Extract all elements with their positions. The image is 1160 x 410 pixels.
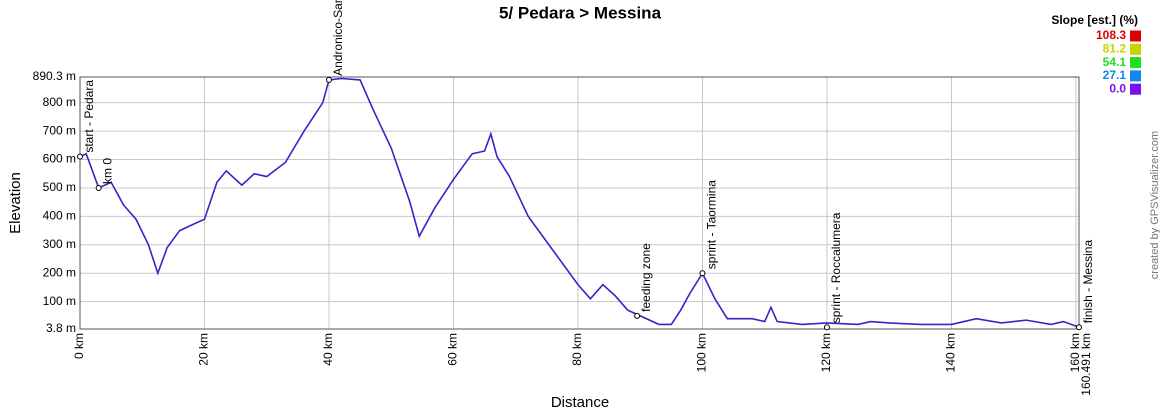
legend-swatch [1130, 30, 1141, 42]
x-tick-label: 100 km [695, 333, 709, 372]
x-tick-label: 160.491 km [1079, 333, 1093, 396]
y-tick-label: 300 m [43, 237, 76, 251]
legend-label: 108.3 [1096, 28, 1126, 42]
y-tick-label: 800 m [43, 95, 76, 109]
legend-swatch [1130, 57, 1141, 69]
x-tick-label: 160 km [1068, 333, 1082, 372]
waypoint [1076, 324, 1082, 331]
y-tick-label: 100 m [43, 294, 76, 308]
y-tick-label: 600 m [43, 152, 76, 166]
waypoint-label: finish - Messina [1081, 240, 1095, 324]
waypoint-label: Andronico-Sar [331, 0, 345, 76]
credit: created by GPSVisualizer.com [1149, 131, 1160, 279]
x-tick-label: 120 km [819, 333, 833, 372]
legend-label: 54.1 [1103, 55, 1127, 69]
x-tick-label: 60 km [446, 333, 460, 366]
legend-swatch [1130, 43, 1141, 55]
legend-label: 0.0 [1109, 81, 1126, 95]
y-tick-label: 700 m [43, 123, 76, 137]
waypoint-label: start - Pedara [82, 80, 96, 153]
waypoint-label: feeding zone [639, 243, 653, 312]
waypoint [95, 184, 102, 191]
y-tick-label: 500 m [43, 180, 76, 194]
y-axis-label: Elevation [7, 172, 24, 234]
waypoint [634, 312, 641, 319]
elevation-line [79, 77, 1080, 328]
legend-title: Slope [est.] (%) [1051, 13, 1138, 27]
x-tick-label: 80 km [570, 333, 584, 366]
y-tick-label: 3.8 m [46, 321, 76, 335]
x-tick-label: 40 km [321, 333, 335, 366]
legend-swatch [1130, 83, 1141, 95]
x-tick-label: 0 km [72, 333, 86, 359]
waypoint [823, 324, 830, 331]
x-tick-label: 140 km [944, 333, 958, 372]
chart-title: 5/ Pedara > Messina [499, 3, 662, 22]
waypoint [325, 76, 332, 83]
waypoint-label: sprint - Taormina [704, 180, 718, 269]
x-axis-label: Distance [551, 394, 609, 410]
waypoint-label: sprint - Roccalumera [829, 212, 843, 323]
y-tick-label: 400 m [43, 209, 76, 223]
plot-frame [79, 76, 1080, 330]
y-tick-label: 200 m [43, 265, 76, 279]
legend-swatch [1130, 70, 1141, 82]
waypoint [699, 270, 706, 277]
legend-label: 81.2 [1103, 41, 1127, 55]
x-tick-label: 20 km [197, 333, 211, 366]
waypoint [77, 153, 83, 160]
y-tick-label: 890.3 m [33, 69, 76, 83]
legend-label: 27.1 [1103, 68, 1127, 82]
waypoint-label: km 0 [100, 158, 114, 184]
